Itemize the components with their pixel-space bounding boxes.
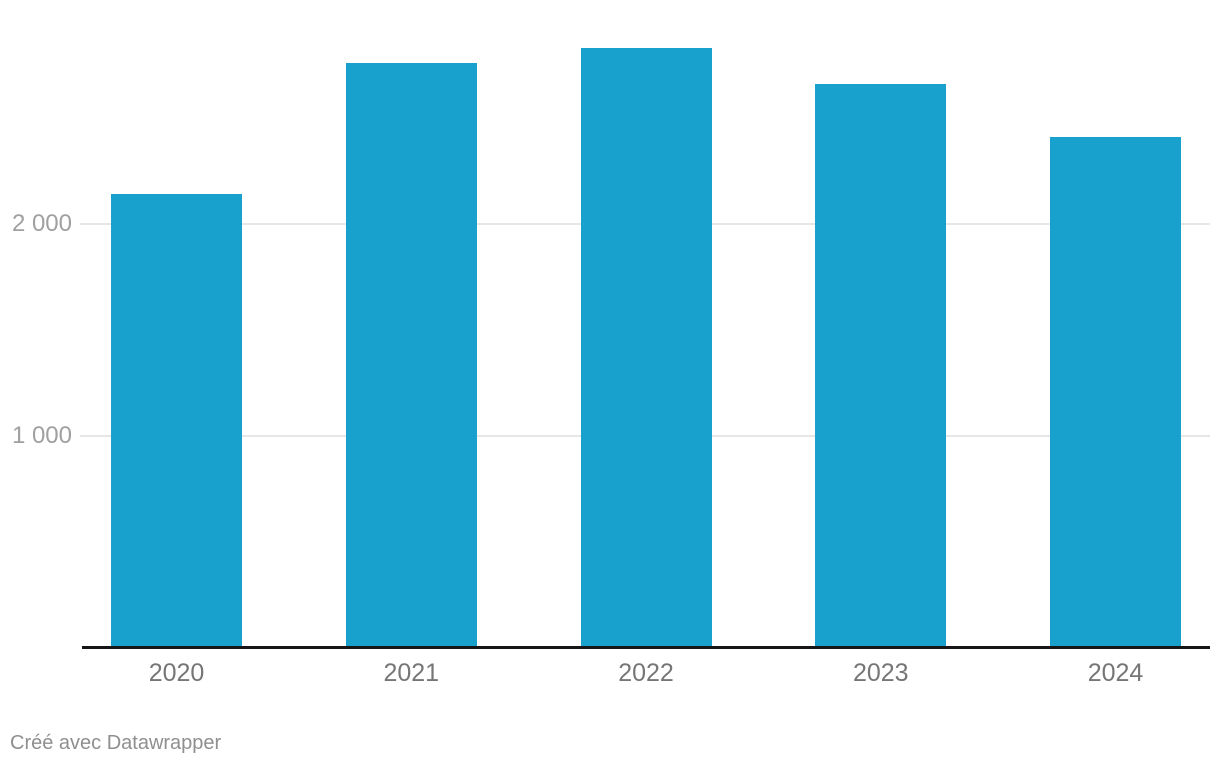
x-tick-label-2022: 2022: [618, 659, 674, 687]
attribution-link[interactable]: Créé avec Datawrapper: [10, 732, 222, 754]
x-tick-label-2020: 2020: [148, 659, 205, 687]
attribution: Créé avec Datawrapper: [10, 730, 221, 757]
bar-2021[interactable]: [345, 63, 477, 648]
y-tick-label-1000: 1 000: [11, 422, 72, 449]
bar-2023[interactable]: [815, 84, 947, 648]
x-tick-label-2024: 2024: [1087, 659, 1144, 687]
x-axis-line: [82, 646, 1210, 649]
x-tick-label-2023: 2023: [852, 659, 909, 687]
bar-2020[interactable]: [111, 194, 242, 648]
y-tick-label-2000: 2 000: [11, 210, 72, 237]
bar-2024[interactable]: [1050, 137, 1181, 648]
x-tick-label-2021: 2021: [383, 659, 440, 687]
bar-2022[interactable]: [580, 48, 712, 648]
